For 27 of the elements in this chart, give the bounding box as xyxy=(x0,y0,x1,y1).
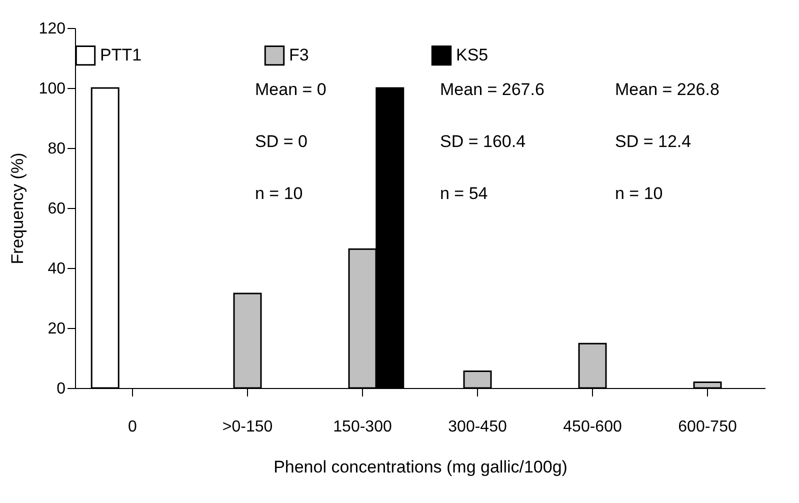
y-tick-label: 60 xyxy=(48,200,66,218)
x-tick-label: 150-300 xyxy=(333,418,392,436)
legend-label: F3 xyxy=(289,46,309,65)
x-tick-label: 600-750 xyxy=(678,418,737,436)
y-tick-label: 120 xyxy=(38,20,66,38)
y-tick-label: 40 xyxy=(48,260,66,278)
annotation: n = 10 xyxy=(255,184,303,203)
annotation: SD = 12.4 xyxy=(615,132,692,151)
annotation: n = 10 xyxy=(615,184,663,203)
annotation: n = 54 xyxy=(440,184,488,203)
x-tick-label: >0-150 xyxy=(222,418,273,436)
x-tick-label: 0 xyxy=(128,418,138,436)
y-tick-label: 100 xyxy=(38,80,66,98)
y-tick-label: 0 xyxy=(56,380,66,398)
x-tick-label: 300-450 xyxy=(448,418,507,436)
annotation: Mean = 226.8 xyxy=(615,80,720,99)
y-tick-label: 20 xyxy=(48,320,66,338)
annotation: Mean = 0 xyxy=(255,80,326,99)
annotation: Mean = 267.6 xyxy=(440,80,544,99)
legend-label: KS5 xyxy=(456,46,488,65)
legend-label: PTT1 xyxy=(100,46,142,65)
x-axis-title: Phenol concentrations (mg gallic/100g) xyxy=(274,458,568,476)
x-tick-label: 450-600 xyxy=(563,418,622,436)
annotation: SD = 0 xyxy=(255,132,308,151)
y-tick-label: 80 xyxy=(48,140,66,158)
y-axis-title: Frequency (%) xyxy=(8,152,27,264)
annotation: SD = 160.4 xyxy=(440,132,526,151)
